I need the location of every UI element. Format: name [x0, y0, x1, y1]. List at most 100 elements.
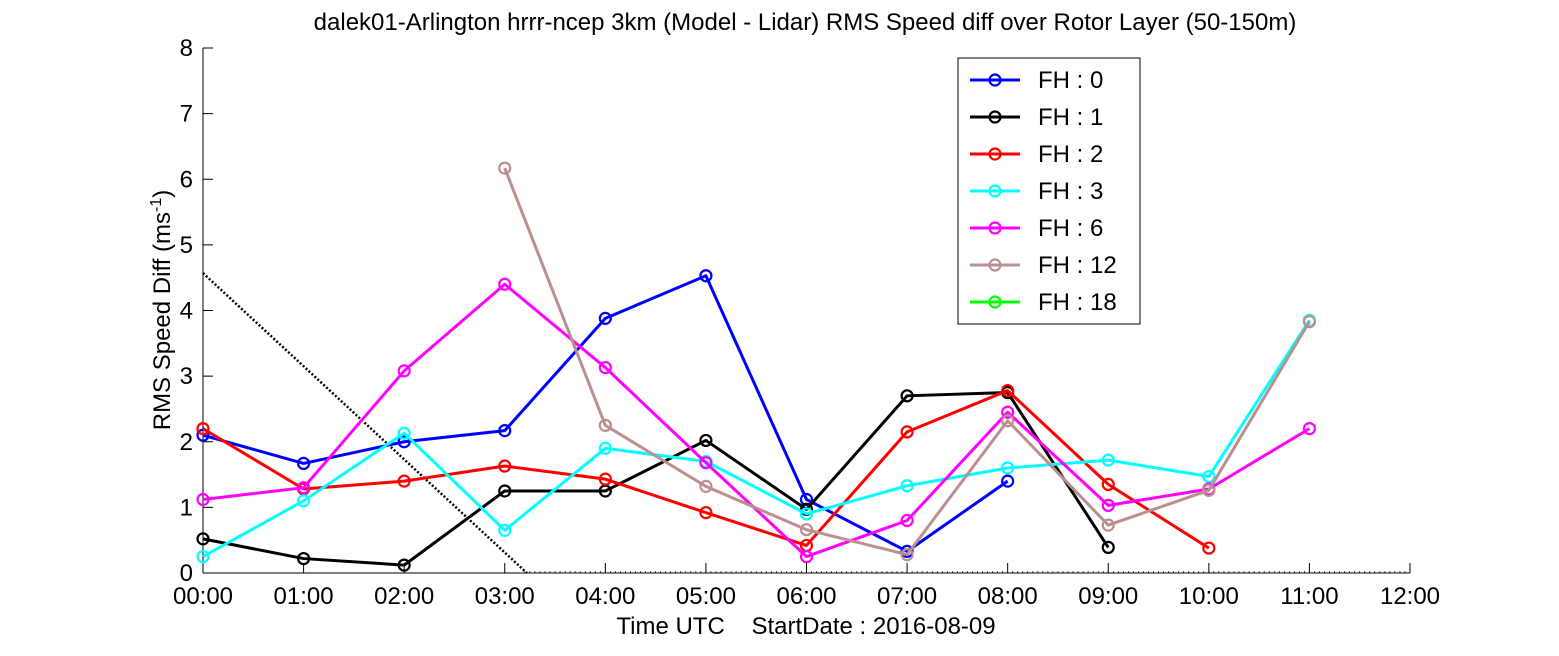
- data-point: [598, 311, 612, 325]
- data-point: [1202, 483, 1216, 497]
- x-tick-label: 12:00: [1380, 583, 1440, 610]
- x-tick-label: 08:00: [978, 583, 1038, 610]
- y-tick-label: 1: [180, 494, 193, 521]
- series-4: [196, 277, 1317, 564]
- data-point: [498, 423, 512, 438]
- data-point: [498, 523, 512, 537]
- data-point: [498, 277, 512, 291]
- legend-label: FH : 2: [1038, 141, 1103, 168]
- data-point: [799, 523, 814, 537]
- data-point: [296, 551, 311, 566]
- data-point: [397, 435, 411, 449]
- legend-label: FH : 18: [1038, 289, 1117, 316]
- y-tick-label: 7: [180, 101, 193, 128]
- data-point: [900, 425, 914, 439]
- data-point: [1101, 498, 1115, 513]
- legend-label: FH : 12: [1038, 252, 1117, 279]
- data-point: [1001, 461, 1015, 475]
- data-point: [598, 441, 612, 455]
- data-point: [1101, 477, 1115, 492]
- data-point: [1101, 518, 1115, 532]
- data-point: [1001, 474, 1015, 488]
- data-point: [397, 364, 411, 378]
- data-point: [498, 161, 512, 175]
- data-point: [1101, 453, 1115, 467]
- reference-dotted-line: [202, 272, 528, 574]
- legend-swatch-marker: [988, 73, 1002, 87]
- data-point: [196, 532, 210, 546]
- x-tick-label: 06:00: [776, 583, 836, 610]
- data-point: [1001, 414, 1015, 428]
- data-point: [598, 360, 612, 375]
- y-axis-label: RMS Speed Diff (ms-1): [148, 190, 176, 431]
- data-point: [799, 507, 814, 521]
- legend-swatch-marker: [988, 184, 1002, 198]
- data-point: [900, 548, 914, 562]
- reference-line-group: [202, 272, 528, 574]
- legend-swatch-marker: [988, 258, 1002, 272]
- data-point: [900, 513, 914, 528]
- y-axis-label-superscript: -1: [148, 198, 165, 212]
- y-tick-label: 6: [180, 166, 193, 193]
- data-point: [498, 484, 512, 498]
- legend-swatch-marker: [988, 147, 1002, 161]
- data-point: [296, 456, 311, 471]
- x-tick-label: 03:00: [475, 583, 535, 610]
- data-point: [699, 506, 713, 520]
- data-point: [498, 459, 512, 473]
- y-axis-label-main: RMS Speed Diff (ms: [149, 212, 176, 430]
- data-point: [196, 549, 210, 564]
- series-group: [196, 161, 1317, 572]
- y-tick-label: 4: [180, 298, 193, 325]
- data-point: [699, 479, 713, 493]
- x-tick-label: 10:00: [1179, 583, 1239, 610]
- data-point: [900, 479, 914, 493]
- axes: 00:00 01:00 02:00 03:00 04:00 05:00 06:00 07:00…: [173, 35, 1440, 610]
- legend-swatch-marker: [988, 110, 1002, 124]
- data-point: [397, 474, 411, 488]
- data-point: [1101, 540, 1115, 555]
- series-line: [202, 391, 1110, 567]
- series-3: [196, 313, 1317, 564]
- series-line: [202, 282, 1311, 559]
- y-tick-label: 8: [180, 35, 193, 62]
- legend-label: FH : 1: [1038, 104, 1103, 131]
- data-point: [296, 481, 311, 495]
- x-tick-label: 07:00: [877, 583, 937, 610]
- data-point: [699, 269, 713, 283]
- series-5: [498, 161, 1317, 562]
- data-point: [598, 472, 612, 486]
- x-tick-label: 02:00: [374, 583, 434, 610]
- data-point: [196, 422, 210, 436]
- chart-title: dalek01-Arlington hrrr-ncep 3km (Model -…: [314, 9, 1297, 36]
- x-tick-label: 04:00: [575, 583, 635, 610]
- y-tick-label: 3: [180, 363, 193, 390]
- series-line: [503, 167, 1311, 557]
- data-point: [397, 426, 411, 440]
- data-point: [1202, 541, 1216, 555]
- legend-label: FH : 0: [1038, 67, 1103, 94]
- y-tick-label: 2: [180, 429, 193, 456]
- data-point: [1001, 405, 1015, 419]
- x-tick-label: 09:00: [1078, 583, 1138, 610]
- x-axis-label: Time UTC StartDate : 2016-08-09: [616, 613, 995, 640]
- data-point: [1302, 315, 1317, 329]
- series-line: [202, 319, 1311, 558]
- data-point: [397, 558, 411, 572]
- y-tick-label: 5: [180, 232, 193, 259]
- data-point: [900, 389, 914, 403]
- data-point: [1302, 422, 1317, 436]
- legend-label: FH : 3: [1038, 178, 1103, 205]
- data-point: [799, 492, 814, 507]
- legend-label: FH : 6: [1038, 215, 1103, 242]
- y-axis-label-suffix: ): [149, 190, 176, 198]
- data-point: [296, 494, 311, 508]
- x-tick-label: 01:00: [274, 583, 334, 610]
- data-point: [1202, 469, 1216, 484]
- legend-swatch-marker: [988, 295, 1002, 309]
- x-tick-label: 11:00: [1280, 583, 1338, 610]
- x-tick-label: 05:00: [676, 583, 736, 610]
- series-line: [202, 389, 1210, 550]
